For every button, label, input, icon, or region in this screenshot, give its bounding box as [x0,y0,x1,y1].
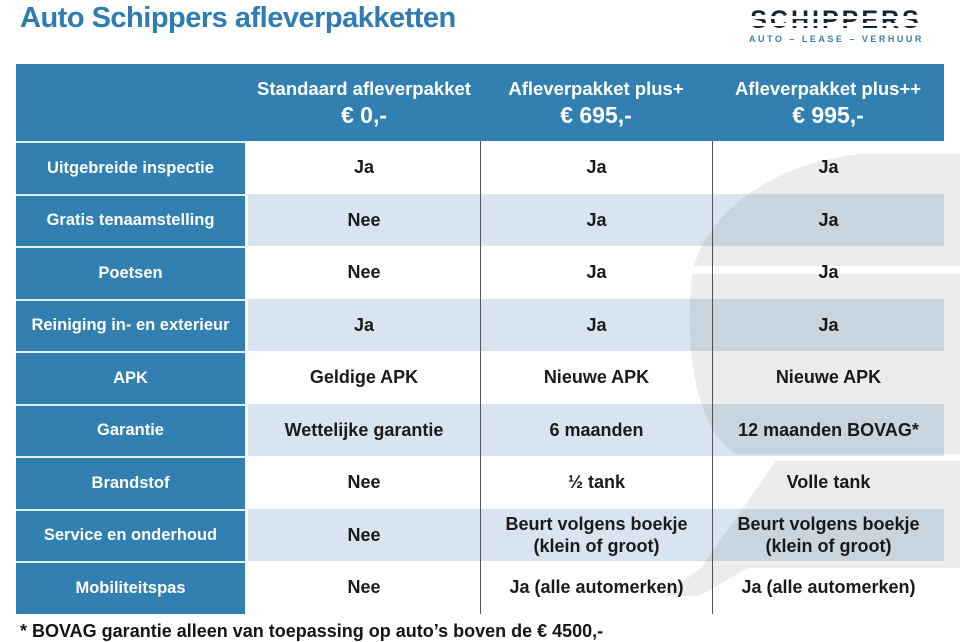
row-label: Brandstof [16,456,248,509]
row-label: Uitgebreide inspectie [16,141,248,194]
brand-logo: SCHIPPERS AUTO – LEASE – VERHUUR [744,7,928,44]
cell-value: Beurt volgens boekje (klein of groot) [480,508,712,561]
brand-tagline: AUTO – LEASE – VERHUUR [749,34,924,44]
table-row: Service en onderhoud Nee Beurt volgens b… [16,508,944,561]
brand-name: SCHIPPERS [750,6,922,34]
brand-logo-text: SCHIPPERS [744,7,928,33]
cell-value: Geldige APK [248,351,480,404]
package-price: € 0,- [340,101,388,128]
cell-value: Ja [712,193,944,246]
row-label: Gratis tenaamstelling [16,193,248,246]
brand-tagline-row: AUTO – LEASE – VERHUUR [744,34,928,44]
cell-value: Nee [248,246,480,299]
bovag-footnote: * BOVAG garantie alleen van toepassing o… [20,621,604,641]
cell-value: Nee [248,456,480,509]
cell-value: Ja [248,298,480,351]
cell-value: Beurt volgens boekje (klein of groot) [712,508,944,561]
package-price: € 995,- [792,101,864,128]
cell-value: Ja [248,141,480,194]
table-body: Uitgebreide inspectie Ja Ja Ja Gratis te… [16,141,944,614]
table-row: Reiniging in- en exterieur Ja Ja Ja [16,298,944,351]
cell-value: Ja (alle automerken) [480,561,712,614]
page-title: Auto Schippers afleverpakketten [20,2,456,34]
package-name: Standaard afleverpakket [257,77,471,99]
row-label: Reiniging in- en exterieur [16,298,248,351]
cell-value: 12 maanden BOVAG* [712,403,944,456]
cell-value: Ja (alle automerken) [712,561,944,614]
row-label: Mobiliteitspas [16,561,248,614]
cell-value: 6 maanden [480,403,712,456]
cell-value: Nieuwe APK [712,351,944,404]
header-cell-standaard: Standaard afleverpakket € 0,- [248,64,480,141]
table-row: Uitgebreide inspectie Ja Ja Ja [16,141,944,194]
table-row: Garantie Wettelijke garantie 6 maanden 1… [16,403,944,456]
cell-value: Nee [248,508,480,561]
row-label: APK [16,351,248,404]
header-cell-plus: Afleverpakket plus+ € 695,- [480,64,712,141]
cell-value: Ja [712,298,944,351]
cell-value: Ja [712,246,944,299]
cell-value: Ja [480,193,712,246]
cell-value: Ja [480,246,712,299]
cell-value: Volle tank [712,456,944,509]
cell-value: Nee [248,561,480,614]
cell-value: Nee [248,193,480,246]
table-row: Mobiliteitspas Nee Ja (alle automerken) … [16,561,944,614]
header-cell-plusplus: Afleverpakket plus++ € 995,- [712,64,944,141]
table-row: Brandstof Nee ½ tank Volle tank [16,456,944,509]
cell-value: Wettelijke garantie [248,403,480,456]
cell-value: Nieuwe APK [480,351,712,404]
logo-slat-stripe [744,23,928,26]
packages-comparison-table: Standaard afleverpakket € 0,- Afleverpak… [16,64,944,614]
cell-value: ½ tank [480,456,712,509]
table-header-row: Standaard afleverpakket € 0,- Afleverpak… [16,64,944,141]
row-label: Garantie [16,403,248,456]
package-name: Afleverpakket plus+ [508,77,684,99]
table-row: APK Geldige APK Nieuwe APK Nieuwe APK [16,351,944,404]
cell-value: Ja [712,141,944,194]
cell-value: Ja [480,141,712,194]
package-price: € 695,- [560,101,632,128]
logo-slat-stripe [744,16,928,19]
row-label: Service en onderhoud [16,508,248,561]
table-row: Gratis tenaamstelling Nee Ja Ja [16,193,944,246]
package-name: Afleverpakket plus++ [734,77,922,99]
header-cell-empty [16,64,248,141]
cell-value: Ja [480,298,712,351]
table-row: Poetsen Nee Ja Ja [16,246,944,299]
row-label: Poetsen [16,246,248,299]
